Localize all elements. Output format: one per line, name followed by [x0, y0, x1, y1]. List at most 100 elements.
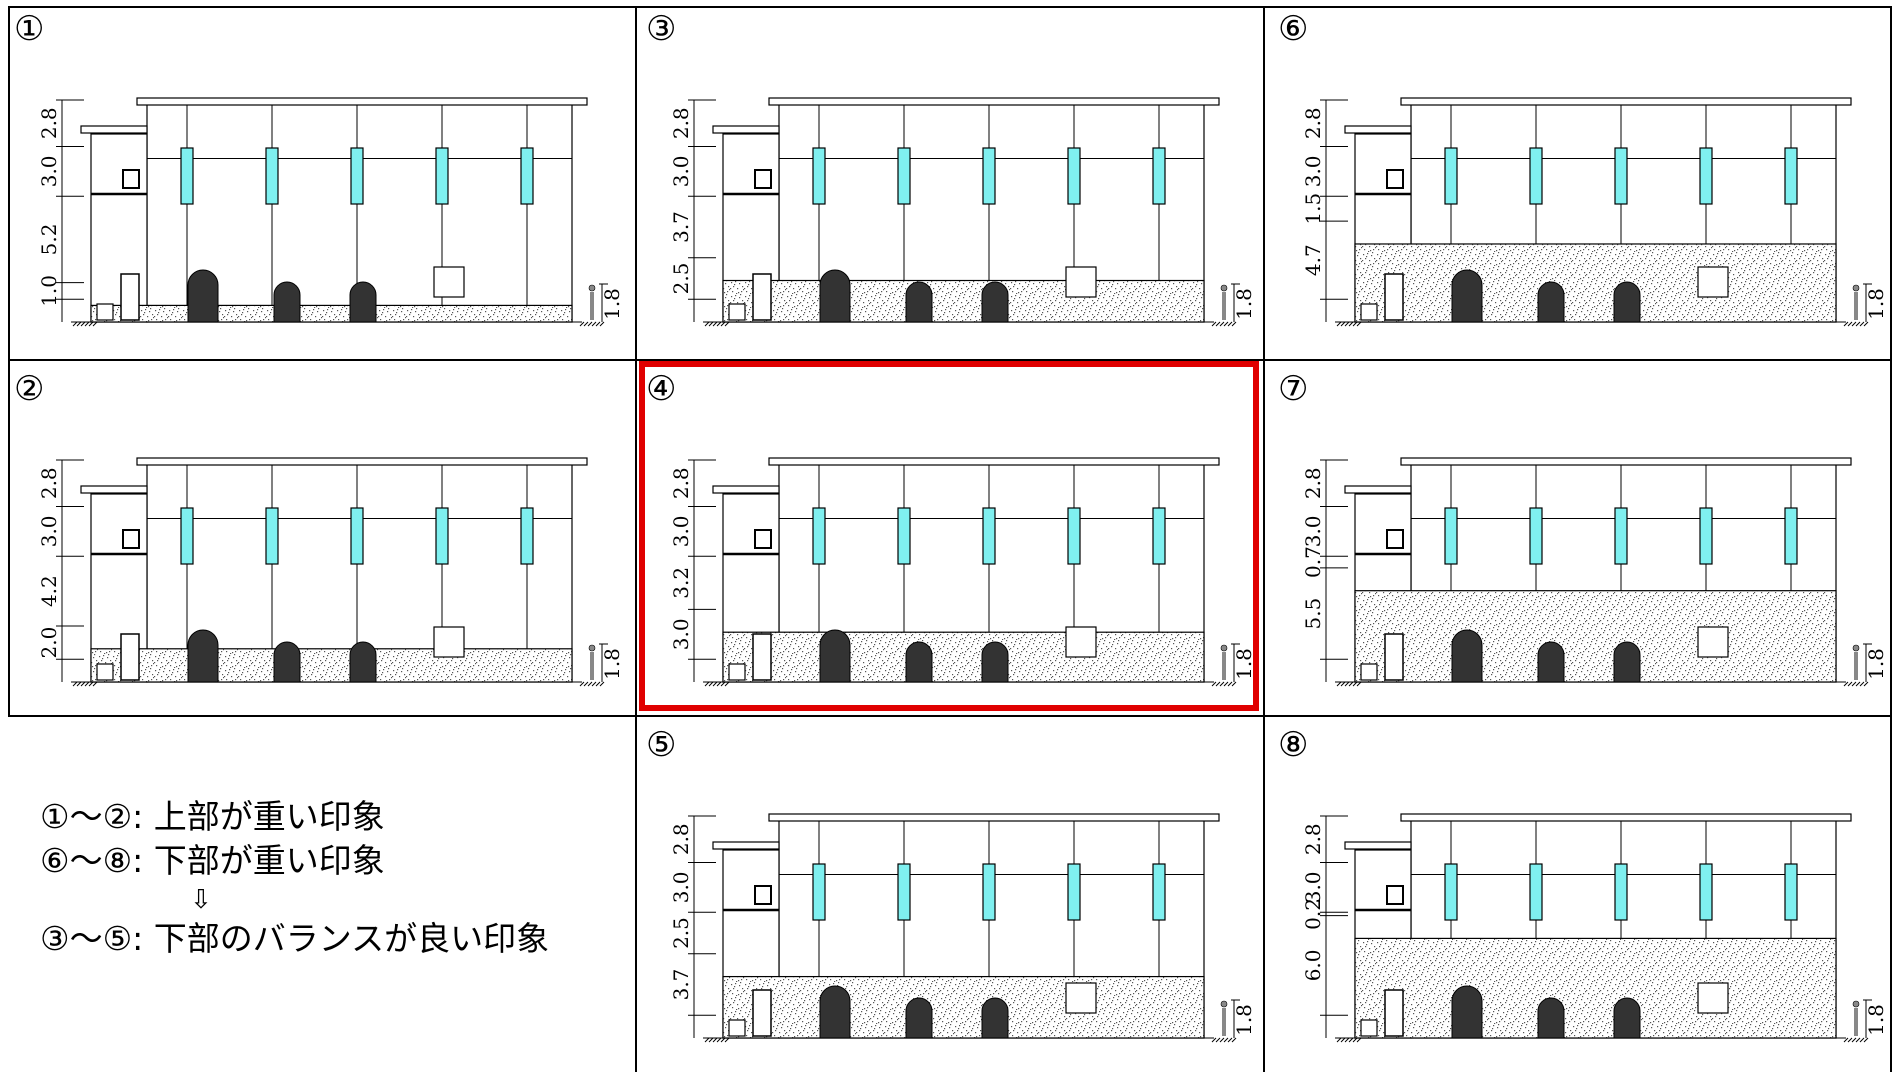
arch-opening	[819, 629, 851, 683]
panel-number: ③	[646, 9, 677, 49]
stone-base	[722, 631, 1205, 683]
window	[982, 147, 996, 205]
ground-hatch	[84, 681, 90, 687]
stone-base	[1354, 937, 1837, 1039]
ground-hatch	[72, 681, 78, 687]
arch-opening	[273, 281, 301, 323]
panel-number: ①	[14, 9, 45, 49]
square-window	[1065, 626, 1097, 658]
window	[812, 507, 826, 565]
ground-hatch	[1344, 681, 1350, 687]
window	[1529, 863, 1543, 921]
arch-opening	[273, 641, 301, 683]
arch-opening	[981, 281, 1009, 323]
window	[350, 147, 364, 205]
person-body	[1222, 292, 1226, 320]
ground-hatch	[720, 1037, 726, 1043]
ground-hatch	[76, 321, 82, 327]
ground-hatch	[1227, 321, 1233, 327]
person-body	[1854, 292, 1858, 320]
grid-line	[1263, 6, 1265, 1072]
stone-base	[1354, 590, 1837, 683]
ground-hatch	[1219, 681, 1225, 687]
arch-opening	[349, 641, 377, 683]
small-window	[1386, 529, 1404, 549]
roof-slab	[136, 97, 588, 106]
arch-opening	[1451, 269, 1483, 323]
square-window	[1697, 626, 1729, 658]
roof-slab	[768, 813, 1220, 822]
dimension-label: 3.0	[37, 155, 61, 187]
window	[1152, 507, 1166, 565]
dimension-label: 3.0	[1301, 155, 1325, 187]
ground-hatch	[1356, 681, 1362, 687]
panel-number: ⑦	[1278, 369, 1309, 409]
ground-hatch	[1215, 321, 1221, 327]
ground-hatch	[1344, 321, 1350, 327]
stone-base	[90, 304, 573, 323]
ground-hatch	[88, 681, 94, 687]
ground-hatch	[1863, 1037, 1869, 1043]
dimension-label: 5.2	[37, 224, 61, 256]
side-roof	[712, 125, 780, 134]
ground-hatch	[1352, 681, 1358, 687]
ground-hatch	[1356, 321, 1362, 327]
elevation-drawing: 2.8 3.0 1.5 4.7 1.8	[1301, 97, 1888, 327]
arch-opening	[905, 997, 933, 1039]
person-height-label: 1.8	[1864, 288, 1888, 320]
arch-opening	[905, 641, 933, 683]
ground-hatch	[1231, 321, 1237, 327]
ground-hatch	[1843, 1037, 1849, 1043]
dimension-label: 3.0	[1301, 515, 1325, 547]
side-roof	[80, 485, 148, 494]
square-window	[1697, 982, 1729, 1014]
ground-hatch	[1336, 321, 1342, 327]
window	[1614, 147, 1628, 205]
window	[180, 147, 194, 205]
window	[180, 507, 194, 565]
arch-opening	[981, 997, 1009, 1039]
grid-line	[1890, 6, 1892, 1072]
ground-hatch	[1211, 681, 1217, 687]
elevation-drawing: 2.8 3.00.2 6.0 1.8	[1301, 813, 1888, 1043]
stone-base	[90, 648, 573, 683]
roof-slab	[768, 457, 1220, 466]
ground-hatch	[716, 321, 722, 327]
window	[1699, 507, 1713, 565]
arch-opening	[1451, 985, 1483, 1039]
utility-box	[96, 303, 114, 321]
side-roof	[712, 485, 780, 494]
entrance-door	[752, 989, 772, 1037]
ground-hatch	[1348, 681, 1354, 687]
panel-2: ② 2.8 3.0 4.2 2.0 1.8	[0, 360, 632, 716]
person-height-label: 1.8	[1232, 1004, 1256, 1036]
elevation-drawing: 2.8 3.0 3.7 2.5 1.8	[669, 97, 1256, 327]
utility-box	[1360, 663, 1378, 681]
entrance-door	[120, 633, 140, 681]
ground-hatch	[1219, 1037, 1225, 1043]
person-height-label: 1.8	[1864, 1004, 1888, 1036]
entrance-door	[1384, 633, 1404, 681]
ground-hatch	[1223, 321, 1229, 327]
window	[982, 507, 996, 565]
dimension-label: 2.8	[37, 467, 61, 499]
window	[982, 863, 996, 921]
square-window	[433, 626, 465, 658]
ground-hatch	[1863, 681, 1869, 687]
small-window	[122, 529, 140, 549]
ground-hatch	[1348, 1037, 1354, 1043]
dimension-label: 2.8	[1301, 823, 1325, 855]
window	[1529, 147, 1543, 205]
ground-hatch	[1215, 681, 1221, 687]
ground-hatch	[716, 681, 722, 687]
ground-hatch	[1344, 1037, 1350, 1043]
ground-hatch	[1859, 681, 1865, 687]
down-arrow-icon: ⇩	[190, 885, 212, 915]
side-roof	[1344, 485, 1412, 494]
dimension-label: 3.0	[669, 515, 693, 547]
ground-hatch	[599, 321, 605, 327]
dimension-label: 1.0	[37, 275, 61, 307]
arch-opening	[1537, 641, 1565, 683]
ground-hatch	[1231, 681, 1237, 687]
arch-opening	[1613, 281, 1641, 323]
